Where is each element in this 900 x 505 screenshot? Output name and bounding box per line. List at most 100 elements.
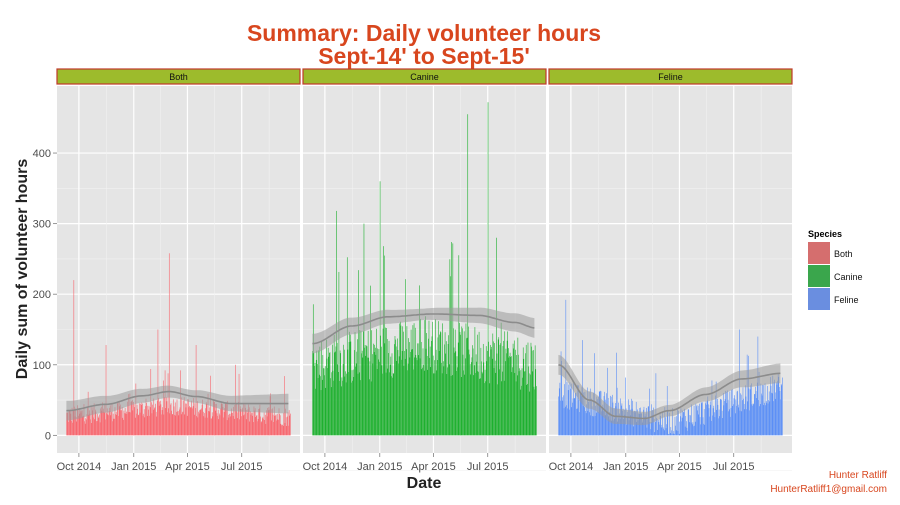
bar <box>714 417 716 436</box>
bar <box>728 411 729 436</box>
bar <box>444 332 446 436</box>
bars-both <box>66 253 291 436</box>
bar <box>267 407 268 436</box>
bar <box>487 350 488 436</box>
bar <box>79 413 81 436</box>
bar <box>591 406 593 436</box>
bar <box>650 422 652 436</box>
bar <box>496 353 498 436</box>
bar <box>407 363 409 436</box>
bar <box>364 347 365 436</box>
bar <box>172 414 174 436</box>
bar <box>403 365 405 436</box>
bar <box>588 391 590 436</box>
bar <box>159 401 161 436</box>
bar <box>379 361 380 436</box>
bar <box>732 389 734 436</box>
bar <box>113 418 115 436</box>
bar <box>370 285 371 436</box>
bar <box>481 361 482 436</box>
bar <box>681 417 683 436</box>
bar <box>90 405 92 436</box>
bar <box>165 408 166 436</box>
bar <box>164 397 165 436</box>
bar <box>355 366 356 436</box>
bar <box>632 426 634 436</box>
bar <box>448 335 449 436</box>
bar <box>440 331 441 436</box>
bar <box>693 405 695 436</box>
bar <box>451 375 453 436</box>
bar <box>70 413 72 436</box>
bar <box>97 416 99 436</box>
bar <box>333 380 334 436</box>
bar <box>459 323 460 436</box>
bar <box>479 378 481 436</box>
bar <box>126 411 127 436</box>
bar <box>446 374 448 436</box>
bar <box>595 412 597 436</box>
bar <box>105 345 107 436</box>
bar <box>706 404 707 436</box>
bars-canine <box>312 102 537 436</box>
bar <box>257 421 258 436</box>
bar <box>362 357 364 436</box>
legend-title: Species <box>808 229 842 239</box>
bar <box>207 417 208 436</box>
facet-strip <box>548 68 793 85</box>
bar <box>414 357 415 436</box>
bar <box>72 410 74 436</box>
bar <box>182 411 184 436</box>
bar <box>598 397 599 436</box>
bar <box>715 381 717 436</box>
bar <box>593 416 595 436</box>
bar <box>532 371 534 436</box>
bar <box>453 328 454 436</box>
bar <box>114 418 115 436</box>
bar <box>695 403 697 436</box>
bar <box>106 413 107 436</box>
bar <box>474 365 475 436</box>
bar <box>372 354 373 436</box>
bar <box>468 349 470 436</box>
bar <box>655 373 657 436</box>
bar <box>173 406 175 436</box>
bar <box>117 401 119 436</box>
bar <box>367 330 369 436</box>
bar <box>625 377 626 436</box>
bar <box>96 421 98 436</box>
bar <box>136 404 138 436</box>
bar <box>66 412 68 436</box>
bar <box>576 408 578 436</box>
bar <box>208 411 209 436</box>
bar <box>146 405 148 436</box>
bar <box>752 403 754 436</box>
bar <box>225 403 226 436</box>
bar <box>153 398 155 436</box>
bar <box>133 404 135 436</box>
bar <box>683 411 684 436</box>
bar <box>410 351 411 436</box>
bar <box>673 430 675 436</box>
bar <box>225 402 227 436</box>
bar <box>431 340 432 436</box>
bar <box>83 404 85 436</box>
bar <box>279 413 280 436</box>
x-tick-label: Jan 2015 <box>111 461 156 473</box>
bar <box>755 391 757 436</box>
bar <box>358 372 360 436</box>
facet-panel-both: Both <box>56 68 301 471</box>
bar <box>656 418 658 436</box>
bar <box>761 393 762 436</box>
bar <box>110 415 112 436</box>
bar <box>171 414 173 436</box>
bar <box>397 350 399 436</box>
x-tick-label: Jul 2015 <box>221 461 263 473</box>
bar <box>114 407 116 436</box>
bar <box>109 407 110 436</box>
bar <box>703 423 704 436</box>
bar <box>201 408 202 436</box>
bar <box>186 403 187 436</box>
bar <box>457 342 459 436</box>
bar <box>678 410 679 436</box>
